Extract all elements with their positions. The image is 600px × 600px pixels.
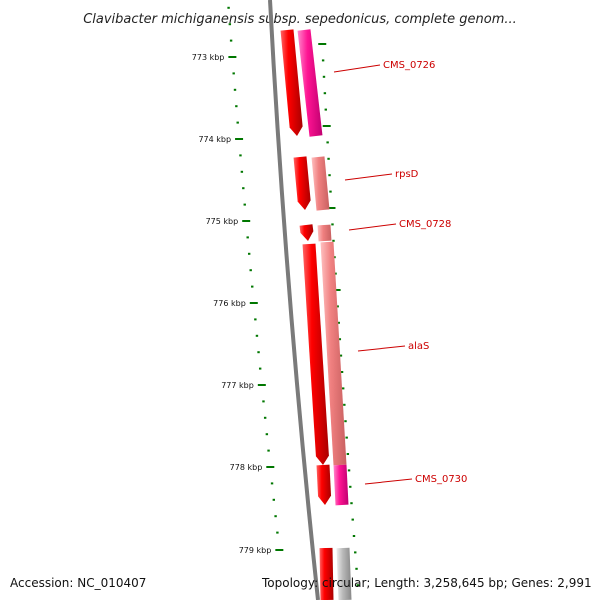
- ruler-label: 773 kbp: [192, 53, 225, 62]
- leader-line: [348, 223, 397, 231]
- cds-arrow[interactable]: [299, 224, 314, 241]
- genome-summary: Topology: circular; Length: 3,258,645 bp…: [262, 576, 592, 590]
- ruler-label: 778 kbp: [230, 463, 263, 472]
- gene-labels: CMS_0726 rpsD CMS_0728 alaS CMS_0730: [333, 60, 467, 485]
- gene-label[interactable]: CMS_0726: [383, 60, 435, 71]
- leader-line: [364, 478, 413, 485]
- cds-arrow[interactable]: [293, 156, 311, 210]
- gene-label[interactable]: CMS_0730: [415, 474, 467, 485]
- gene-block[interactable]: [336, 547, 352, 600]
- genome-backbone: [268, 0, 320, 600]
- gene-block[interactable]: [297, 29, 323, 137]
- ruler-label: 776 kbp: [213, 299, 246, 308]
- leader-line: [333, 64, 381, 73]
- feature-track: [280, 29, 352, 600]
- ruler-label: 777 kbp: [221, 381, 254, 390]
- map-title: Clavibacter michiganensis subsp. sepedon…: [83, 12, 517, 27]
- gene-block[interactable]: [333, 464, 349, 506]
- ruler-label: 775 kbp: [206, 217, 239, 226]
- gene-label[interactable]: CMS_0728: [399, 219, 451, 230]
- cds-arrow[interactable]: [280, 29, 303, 136]
- gene-block[interactable]: [311, 156, 330, 211]
- cds-arrow[interactable]: [319, 547, 334, 600]
- gene-label[interactable]: rpsD: [395, 169, 419, 180]
- leader-line: [357, 345, 406, 352]
- leader-line: [344, 173, 393, 181]
- gene-block[interactable]: [317, 224, 332, 242]
- accession-text: Accession: NC_010407: [10, 576, 147, 590]
- ruler-label: 774 kbp: [198, 135, 231, 144]
- cds-arrow[interactable]: [302, 243, 329, 465]
- gene-block[interactable]: [320, 241, 347, 466]
- gene-label[interactable]: alaS: [408, 341, 429, 352]
- ruler-label: 779 kbp: [239, 546, 272, 555]
- ruler: 773 kbp 774 kbp 775 kbp 776 kbp 777 kbp 778 k…: [192, 6, 360, 587]
- cds-arrow[interactable]: [316, 464, 332, 505]
